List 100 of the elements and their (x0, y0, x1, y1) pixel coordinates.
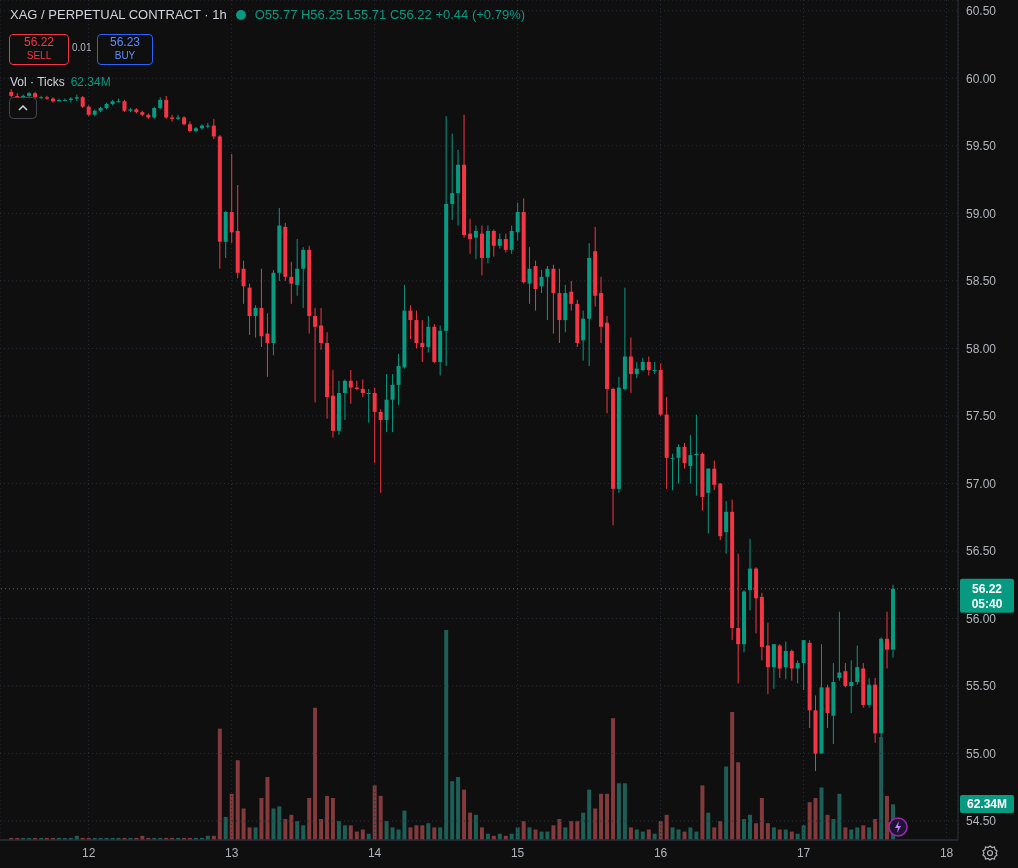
annotation: 62.34M (70, 75, 111, 89)
bar (336, 821, 341, 840)
candlestick (384, 373, 389, 433)
bar (551, 825, 556, 840)
candlestick (837, 611, 842, 682)
candlestick (348, 369, 353, 405)
bar (295, 821, 300, 840)
bar (456, 777, 461, 840)
y-tick-label: 58.50 (966, 274, 997, 289)
candlestick (628, 337, 633, 394)
annotation: SELL (25, 49, 53, 62)
candlestick (670, 453, 675, 491)
bar (557, 819, 562, 840)
candlestick (473, 225, 478, 260)
bar (771, 827, 776, 840)
bar (420, 825, 425, 840)
bar (807, 802, 812, 840)
bar (622, 783, 627, 840)
y-tick-label: 57.00 (966, 476, 997, 491)
candlestick (765, 622, 770, 695)
y-tick-label: 55.00 (966, 746, 997, 761)
candlestick (724, 500, 729, 555)
bar (879, 737, 884, 840)
bar (330, 798, 335, 840)
x-tick-label: 12 (81, 845, 96, 860)
annotation: BUY (113, 49, 137, 62)
candlestick (533, 260, 538, 312)
bar (605, 793, 610, 840)
bar (390, 827, 395, 840)
bar (611, 718, 616, 840)
bar (342, 825, 347, 840)
bar (616, 783, 621, 840)
bar (301, 825, 306, 840)
bar (765, 823, 770, 840)
bar (819, 787, 824, 840)
candlestick (515, 202, 520, 241)
bar (569, 821, 574, 840)
y-tick-label: 56.00 (966, 611, 997, 626)
bar (742, 819, 747, 840)
candlestick (843, 662, 848, 688)
bar (801, 825, 806, 840)
annotation: O55.77 H56.25 L55.71 C56.22 +0.44 (+0.79%) (254, 7, 526, 22)
bar (289, 814, 294, 840)
candlestick (646, 356, 651, 376)
candlestick (426, 315, 431, 353)
bar (253, 827, 258, 840)
bar (426, 823, 431, 840)
bar (223, 816, 228, 840)
y-tick-label: 59.50 (966, 139, 997, 154)
bar (319, 819, 324, 840)
bar (527, 827, 532, 840)
candlestick (682, 442, 687, 470)
bar (759, 798, 764, 840)
candlestick (420, 319, 425, 363)
bar (265, 777, 270, 840)
text: 62.34M (960, 795, 1014, 814)
bar (736, 762, 741, 840)
bar (748, 814, 753, 840)
text: XAG / PERPETUAL CONTRACT · 1h (10, 7, 227, 22)
x-tick-label: 17 (796, 845, 811, 860)
bar (724, 766, 729, 840)
candlestick (289, 261, 294, 305)
candlestick (229, 153, 234, 244)
candlestick (408, 304, 413, 340)
y-tick-label: 54.50 (966, 814, 997, 829)
bar (438, 827, 443, 840)
candlestick (342, 378, 347, 421)
candlestick (414, 310, 419, 349)
bar (384, 821, 389, 840)
candlestick (688, 434, 693, 484)
annotation: 0.01 (72, 42, 92, 53)
candlestick (378, 408, 383, 494)
candlestick (855, 645, 860, 686)
candlestick (74, 94, 79, 102)
bar (235, 760, 240, 840)
x-tick-label: 15 (510, 845, 525, 860)
x-tick-label: 14 (367, 845, 382, 860)
bar (372, 785, 377, 840)
bar (664, 814, 669, 840)
bar (414, 825, 419, 840)
candlestick (295, 238, 300, 297)
bar (378, 795, 383, 840)
bar (462, 789, 467, 840)
candlestick (170, 114, 175, 123)
candlestick (569, 280, 574, 312)
candlestick (390, 373, 395, 433)
y-tick-label: 56.50 (966, 544, 997, 559)
bar (575, 821, 580, 840)
bar (688, 827, 693, 840)
bar (813, 798, 818, 840)
x-tick-label: 16 (653, 845, 668, 860)
candlestick (313, 307, 318, 403)
candlestick (795, 659, 800, 684)
bar (271, 808, 276, 840)
y-tick-label: 57.50 (966, 409, 997, 424)
bar (599, 793, 604, 840)
candlestick (241, 260, 246, 305)
candlestick (319, 307, 324, 351)
candlestick (867, 677, 872, 709)
candlestick (491, 229, 496, 258)
